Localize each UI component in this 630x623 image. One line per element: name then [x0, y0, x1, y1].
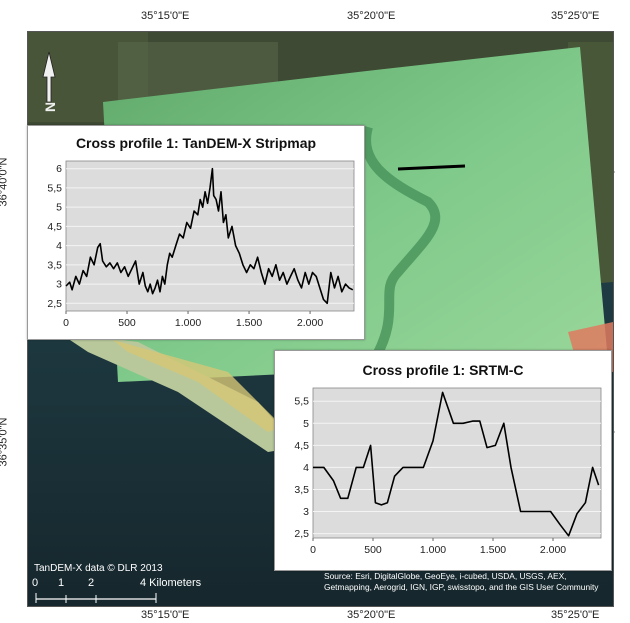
srtm-profile-line: [313, 391, 600, 537]
srtm-y-tick-label: 5,5: [294, 396, 309, 408]
profile-line: [397, 164, 466, 171]
graticule-bottom-1: 35°15'0"E: [141, 609, 190, 621]
graticule-top-1: 35°15'0"E: [141, 10, 190, 22]
srtm-y-tick-label: 5: [303, 418, 309, 430]
srtm-y-tick-label: 4: [303, 462, 309, 474]
tandemx-plot-area: [65, 160, 355, 312]
tandemx-y-tick-label: 2,5: [47, 298, 62, 310]
srtm-plot-area: [312, 387, 602, 539]
srtm-y-tick-label: 3: [303, 506, 309, 518]
srtm-y-tick-label: 4,5: [294, 440, 309, 452]
srtm-y-tick-label: 2,5: [294, 528, 309, 540]
profile-chart-tandemx: 2,5 3 3,5 4 4,5 5 5,5 6 0 500 1.000 1.500 2.000: [47, 160, 355, 329]
scale-bar: [35, 593, 157, 603]
tandemx-x-tick-label: 0: [63, 317, 69, 329]
srtm-y-tick-label: 3,5: [294, 484, 309, 496]
tandemx-y-tick-label: 4,5: [47, 221, 62, 233]
graticule-left-2: 36°35'0"N: [0, 417, 10, 467]
tandemx-y-tick-label: 5,5: [47, 182, 62, 194]
scale-label-0: 0: [32, 577, 39, 589]
source-attribution: Source: Esri, DigitalGlobe, GeoEye, i-cu…: [324, 571, 599, 592]
srtm-x-tick-label: 500: [364, 544, 382, 556]
profile-chart-srtm: 2,5 3 3,5 4 4,5 5 5,5 0 500 1.000 1.500 2.000: [294, 387, 602, 556]
scale-label-4: 4 Kilometers: [140, 577, 202, 589]
tandemx-x-tick-label: 1.500: [236, 317, 262, 329]
coastal-spit: [58, 332, 298, 452]
tandemx-y-tick-label: 3,5: [47, 259, 62, 271]
scale-label-1: 1: [58, 577, 65, 589]
profile-panel-tandemx: Cross profile 1: TanDEM-X Stripmap 2,5 3 3…: [27, 125, 365, 340]
tandemx-profile-line: [65, 167, 354, 305]
tandemx-x-tick-label: 1.000: [175, 317, 201, 329]
srtm-x-tick-label: 1.500: [480, 544, 506, 556]
profile-title-srtm: Cross profile 1: SRTM-C: [362, 362, 524, 378]
graticule-bottom-3: 35°25'0"E: [551, 609, 600, 621]
graticule-left-1: 36°40'0"N: [0, 157, 10, 207]
srtm-x-tick-label: 0: [310, 544, 316, 556]
tandemx-y-tick-label: 3: [56, 279, 62, 291]
copyright-text: TanDEM-X data © DLR 2013: [34, 563, 163, 574]
srtm-x-tick-label: 1.000: [420, 544, 446, 556]
tandemx-x-tick-label: 500: [118, 317, 136, 329]
tandemx-y-tick-label: 6: [56, 163, 62, 175]
tandemx-x-tick-label: 2.000: [297, 317, 323, 329]
profile-title-tandemx: Cross profile 1: TanDEM-X Stripmap: [75, 135, 317, 151]
srtm-x-tick-label: 2.000: [540, 544, 566, 556]
graticule-bottom-2: 35°20'0"E: [347, 609, 396, 621]
scale-label-2: 2: [88, 577, 95, 589]
graticule-top-3: 35°25'0"E: [551, 10, 600, 22]
graticule-top-2: 35°20'0"E: [347, 10, 396, 22]
tandemx-y-tick-label: 5: [56, 202, 62, 214]
tandemx-y-tick-label: 4: [56, 240, 62, 252]
profile-panel-srtm: Cross profile 1: SRTM-C 2,5 3 3,5 4 4,5 5 5,5 0…: [274, 350, 612, 571]
north-arrow-icon: N: [42, 51, 58, 112]
svg-text:N: N: [42, 102, 58, 112]
